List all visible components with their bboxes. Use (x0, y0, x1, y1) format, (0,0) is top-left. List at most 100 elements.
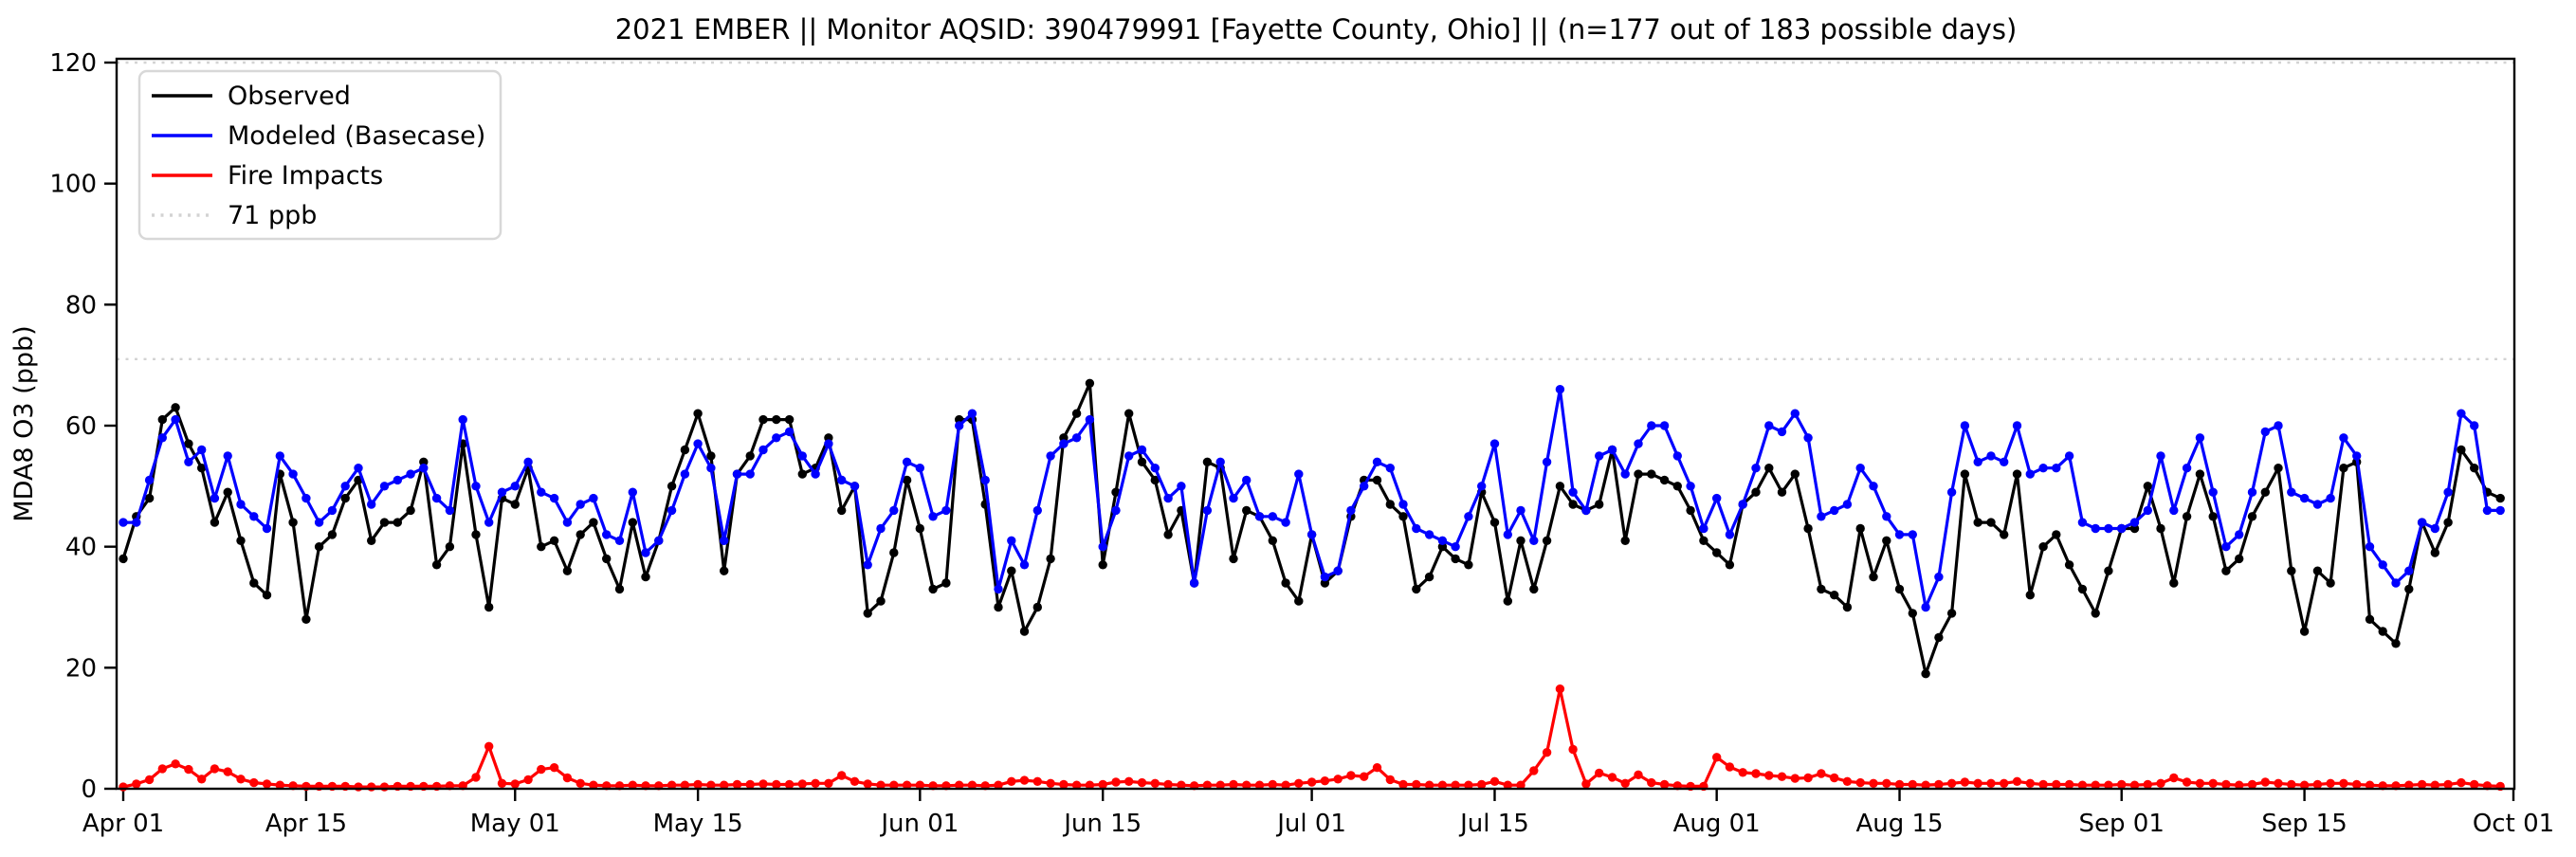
modeled-basecase-marker (236, 500, 246, 509)
modeled-basecase-marker (1595, 451, 1604, 461)
modeled-basecase-marker (824, 439, 833, 448)
observed-marker (249, 578, 259, 588)
modeled-basecase-marker (1032, 505, 1043, 516)
modeled-basecase-marker (1150, 464, 1160, 473)
observed-marker (2326, 578, 2335, 588)
modeled-basecase-marker (2378, 560, 2387, 570)
fire-impacts-marker (1986, 778, 1996, 788)
modeled-basecase-marker (1098, 542, 1107, 552)
observed-marker (602, 554, 612, 564)
modeled-basecase-marker (2287, 487, 2296, 497)
fire-impacts-marker (902, 780, 912, 790)
fire-impacts-marker (537, 764, 546, 775)
observed-marker (876, 596, 886, 606)
modeled-basecase-marker (1306, 530, 1317, 539)
modeled-basecase-marker (1007, 536, 1016, 545)
observed-marker (2156, 523, 2165, 534)
modeled-basecase-marker (1398, 500, 1408, 509)
fire-impacts-marker (1007, 776, 1016, 786)
fire-impacts-marker (1542, 748, 1552, 757)
modeled-basecase-marker (1790, 409, 1800, 418)
modeled-basecase-marker (1634, 439, 1643, 448)
modeled-basecase-marker (797, 451, 807, 461)
observed-marker (2104, 566, 2113, 575)
fire-impacts-marker (1385, 775, 1396, 785)
fire-impacts-marker (1242, 780, 1251, 790)
observed-marker (393, 518, 402, 527)
modeled-basecase-marker (1946, 487, 1957, 497)
modeled-basecase-marker (602, 530, 612, 539)
modeled-basecase-marker (2077, 518, 2088, 527)
fire-impacts-marker (1647, 777, 1656, 788)
fire-impacts-marker (2012, 776, 2022, 786)
observed-marker (1659, 475, 1670, 485)
legend-item-71-ppb: 71 ppb (152, 201, 317, 230)
modeled-basecase-marker (2195, 433, 2205, 443)
x-tick-label-jul-01: Jul 01 (1275, 810, 1346, 838)
observed-marker (2287, 566, 2296, 575)
fire-impacts-marker (2274, 778, 2283, 788)
fire-impacts-marker (2260, 777, 2270, 787)
observed-marker (2025, 591, 2035, 600)
observed-marker (915, 523, 924, 534)
modeled-basecase-marker (1777, 427, 1787, 437)
fire-impacts-marker (2287, 779, 2296, 790)
modeled-basecase-marker (1333, 566, 1343, 575)
fire-impacts-marker (1659, 779, 1670, 790)
observed-marker (1046, 554, 1055, 564)
modeled-basecase-marker (1424, 530, 1434, 539)
modeled-basecase-marker (1320, 572, 1330, 582)
fire-impacts-marker (549, 763, 559, 773)
modeled-basecase-marker (171, 414, 180, 425)
observed-marker (2091, 609, 2100, 618)
fire-impacts-marker (706, 780, 716, 790)
fire-impacts-marker (1934, 779, 1944, 790)
modeled-basecase-marker (2365, 542, 2375, 552)
modeled-basecase-marker (955, 421, 964, 430)
modeled-basecase-marker (994, 584, 1003, 594)
observed-marker (1150, 475, 1160, 485)
modeled-basecase-marker (2247, 487, 2257, 497)
observed-marker (1894, 584, 1905, 594)
fire-impacts-marker (1777, 772, 1787, 781)
fire-impacts-marker (236, 775, 246, 784)
fire-impacts-marker (144, 775, 155, 785)
modeled-basecase-marker (2235, 530, 2244, 539)
fire-impacts-marker (1229, 779, 1238, 790)
observed-marker (1098, 560, 1107, 570)
modeled-basecase-marker (1124, 451, 1134, 461)
fire-impacts-marker (1215, 780, 1225, 790)
modeled-basecase-marker (1581, 505, 1591, 516)
fire-impacts-marker (1842, 776, 1853, 786)
observed-marker (1817, 584, 1826, 594)
observed-marker (680, 445, 690, 455)
fire-impacts-marker (1516, 780, 1526, 790)
modeled-basecase-marker (1242, 475, 1251, 485)
modeled-basecase-marker (2495, 505, 2505, 516)
fire-impacts-marker (171, 759, 180, 769)
modeled-basecase-marker (497, 487, 507, 497)
observed-marker (1503, 596, 1513, 606)
modeled-basecase-marker (1529, 536, 1539, 545)
observed-marker (1124, 409, 1134, 418)
modeled-basecase-marker (1894, 530, 1905, 539)
modeled-basecase-marker (575, 500, 585, 509)
observed-marker (314, 542, 324, 552)
fire-impacts-marker (2000, 778, 2009, 788)
observed-marker (2052, 530, 2061, 539)
observed-marker (379, 518, 390, 527)
fire-impacts-marker (797, 779, 807, 789)
observed-marker (1855, 523, 1865, 534)
observed-marker (236, 536, 246, 545)
modeled-basecase-marker (275, 451, 284, 461)
modeled-basecase-marker (1281, 518, 1290, 527)
fire-impacts-marker (876, 780, 886, 790)
fire-impacts-marker (915, 780, 924, 790)
fire-impacts-marker (1764, 771, 1774, 780)
x-tick-label-oct-01: Oct 01 (2473, 810, 2554, 838)
observed-marker (1372, 475, 1382, 485)
observed-marker (589, 518, 598, 527)
observed-marker (1385, 500, 1396, 509)
observed-marker (1869, 572, 1878, 582)
observed-marker (2143, 482, 2152, 491)
